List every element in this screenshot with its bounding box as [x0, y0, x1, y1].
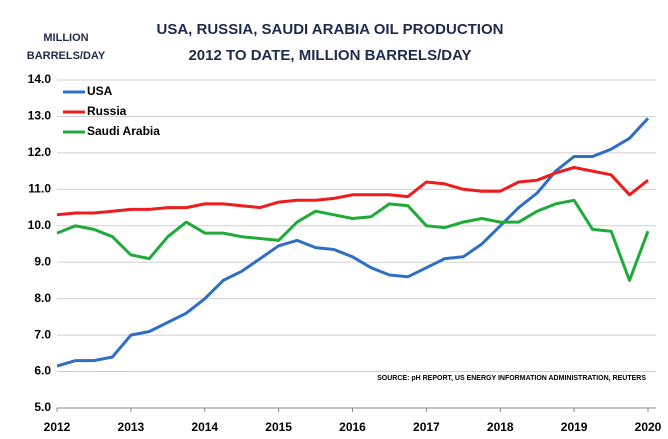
y-tick-label: 11.0: [28, 182, 51, 196]
y-tick-label: 8.0: [34, 291, 51, 305]
source-note: SOURCE: pH REPORT, US ENERGY INFORMATION…: [377, 375, 646, 382]
x-tick-label: 2017: [413, 420, 440, 434]
line-series: [56, 198, 650, 282]
line-series: [56, 117, 650, 368]
y-axis-label: MILLION: [43, 32, 88, 44]
y-tick-label: 12.0: [28, 145, 52, 159]
x-tick-label: 2013: [118, 420, 145, 434]
y-tick-label: 5.0: [34, 400, 51, 414]
x-tick-label: 2014: [191, 420, 218, 434]
chart-title: 2012 TO DATE, MILLION BARRELS/DAY: [188, 47, 471, 64]
x-tick-label: 2020: [635, 420, 662, 434]
chart-title: USA, RUSSIA, SAUDI ARABIA OIL PRODUCTION: [157, 21, 504, 38]
x-tick-label: 2019: [561, 420, 588, 434]
x-tick-label: 2015: [265, 420, 292, 434]
y-tick-label: 7.0: [34, 327, 51, 341]
x-tick-label: 2016: [339, 420, 366, 434]
legend-label: Russia: [87, 104, 127, 118]
y-tick-label: 6.0: [34, 364, 51, 378]
x-tick-label: 2018: [487, 420, 514, 434]
legend-label: Saudi Arabia: [87, 124, 160, 138]
line-series: [56, 166, 649, 217]
y-tick-label: 9.0: [34, 254, 51, 268]
legend-label: USA: [87, 84, 113, 98]
y-axis-label: BARRELS/DAY: [27, 50, 106, 62]
y-tick-label: 10.0: [28, 218, 52, 232]
y-tick-label: 13.0: [28, 109, 52, 123]
x-tick-label: 2012: [44, 420, 71, 434]
y-tick-label: 14.0: [28, 72, 52, 86]
